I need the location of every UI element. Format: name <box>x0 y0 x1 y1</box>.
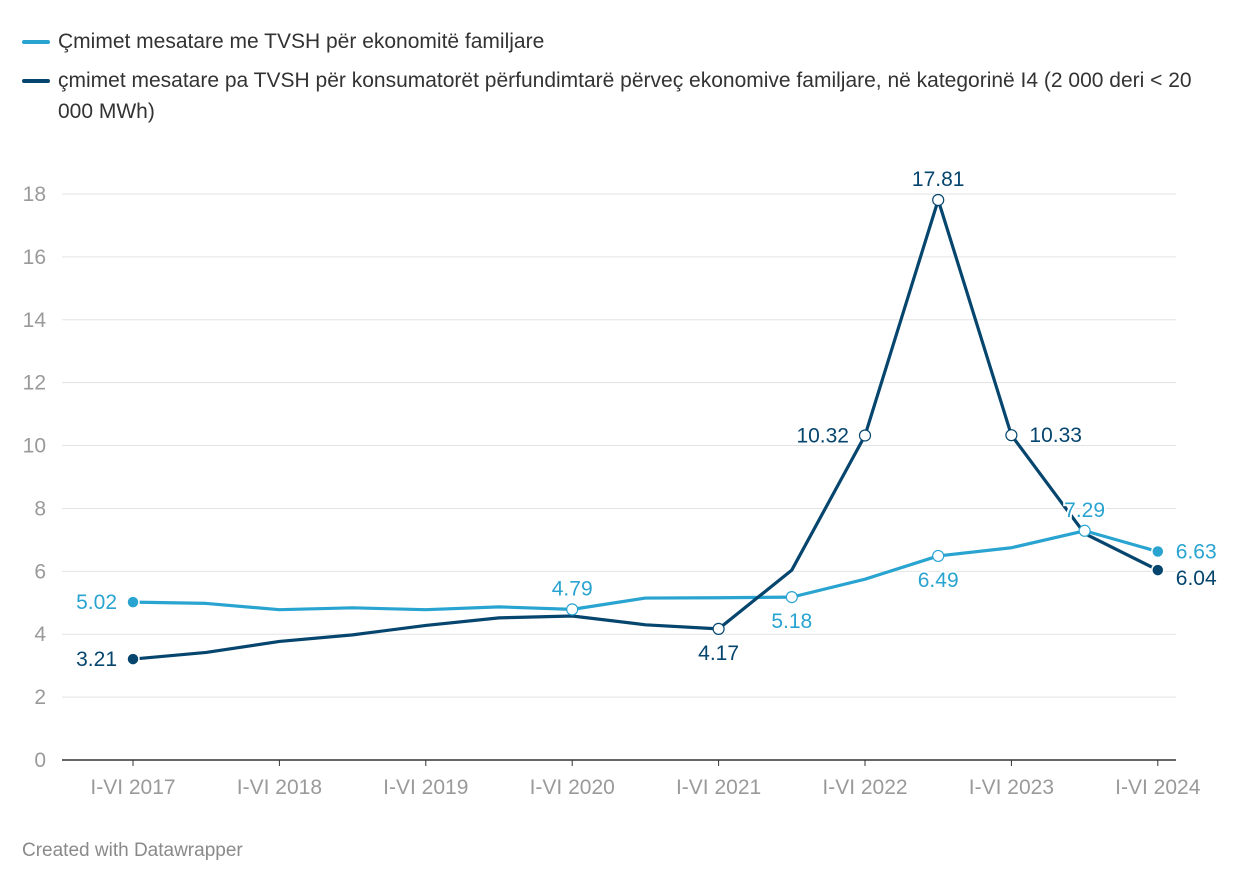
x-tick-label-2: I-VI 2019 <box>383 776 468 799</box>
x-tick-label-0: I-VI 2017 <box>90 776 175 799</box>
x-tick-label-4: I-VI 2021 <box>676 776 761 799</box>
marker-s1-p11 <box>932 193 945 207</box>
marker-s0-p14 <box>1151 544 1165 559</box>
data-label-s1-p14: 6.04 <box>1176 567 1217 590</box>
legend-item-non-households: çmimet mesatare pa TVSH për konsumatorët… <box>22 65 1222 127</box>
y-axis-tick-labels: 0 2 4 6 8 10 12 14 16 18 <box>23 183 47 772</box>
y-tick-label-8: 8 <box>34 497 46 520</box>
marker-s0-p11 <box>932 549 945 563</box>
y-tick-label-10: 10 <box>23 435 46 458</box>
x-tick-label-1: I-VI 2018 <box>237 776 322 799</box>
y-tick-label-18: 18 <box>23 183 46 206</box>
x-axis-tick-labels: I-VI 2017 I-VI 2018 I-VI 2019 I-VI 2020 I-VI… <box>90 760 1201 799</box>
legend-swatch-non-households <box>22 79 50 83</box>
marker-s1-p8 <box>712 622 725 635</box>
data-label-s1-p11: 17.81 <box>912 168 965 191</box>
x-tick-label-5: I-VI 2022 <box>822 776 907 799</box>
marker-s0-p0 <box>126 595 140 609</box>
data-label-s0-p14: 6.63 <box>1176 541 1217 564</box>
data-label-s0-p13: 7.29 <box>1064 499 1105 522</box>
y-tick-label-4: 4 <box>34 623 46 646</box>
data-labels: 5.02 4.79 5.18 6.49 7.29 6.63 3.21 4.17 10.32 17.… <box>74 166 1219 673</box>
series-line-1 <box>131 198 1160 661</box>
y-tick-label-12: 12 <box>23 372 46 395</box>
data-label-s0-p9: 5.18 <box>771 610 812 633</box>
series-line-0 <box>131 529 1160 612</box>
data-label-s1-p12: 10.33 <box>1029 424 1082 447</box>
data-label-s0-p0: 5.02 <box>76 591 117 614</box>
y-tick-label-14: 14 <box>23 309 47 332</box>
data-markers <box>126 193 1165 666</box>
legend-label-non-households: çmimet mesatare pa TVSH për konsumatorët… <box>58 69 1192 123</box>
data-label-s1-p0: 3.21 <box>76 648 117 671</box>
marker-s0-p9 <box>785 591 798 604</box>
marker-s0-p13 <box>1078 524 1091 537</box>
data-label-s0-p6: 4.79 <box>552 577 593 600</box>
legend-item-households: Çmimet mesatare me TVSH për ekonomitë fa… <box>22 26 1222 57</box>
marker-s0-p6 <box>566 603 579 616</box>
legend: Çmimet mesatare me TVSH për ekonomitë fa… <box>22 26 1222 135</box>
y-tick-label-2: 2 <box>34 686 46 709</box>
marker-s1-p0 <box>126 652 140 666</box>
footer-credit: Created with Datawrapper <box>22 840 243 861</box>
series-lines <box>131 198 1160 661</box>
data-label-s1-p8: 4.17 <box>698 642 739 665</box>
data-label-s0-p11: 6.49 <box>918 569 959 592</box>
legend-label-households: Çmimet mesatare me TVSH për ekonomitë fa… <box>58 30 545 53</box>
marker-s1-p10 <box>858 429 872 442</box>
x-tick-label-7: I-VI 2024 <box>1115 776 1201 799</box>
data-label-s1-p10: 10.32 <box>796 424 849 447</box>
marker-s1-p14 <box>1151 563 1165 577</box>
grid-lines <box>62 193 1176 761</box>
x-tick-label-6: I-VI 2023 <box>969 776 1054 799</box>
x-tick-label-3: I-VI 2020 <box>530 776 615 799</box>
y-tick-label-0: 0 <box>34 749 46 772</box>
marker-s1-p12 <box>1005 429 1018 442</box>
legend-swatch-households <box>22 40 50 44</box>
y-tick-label-16: 16 <box>23 246 46 269</box>
y-tick-label-6: 6 <box>34 560 46 583</box>
